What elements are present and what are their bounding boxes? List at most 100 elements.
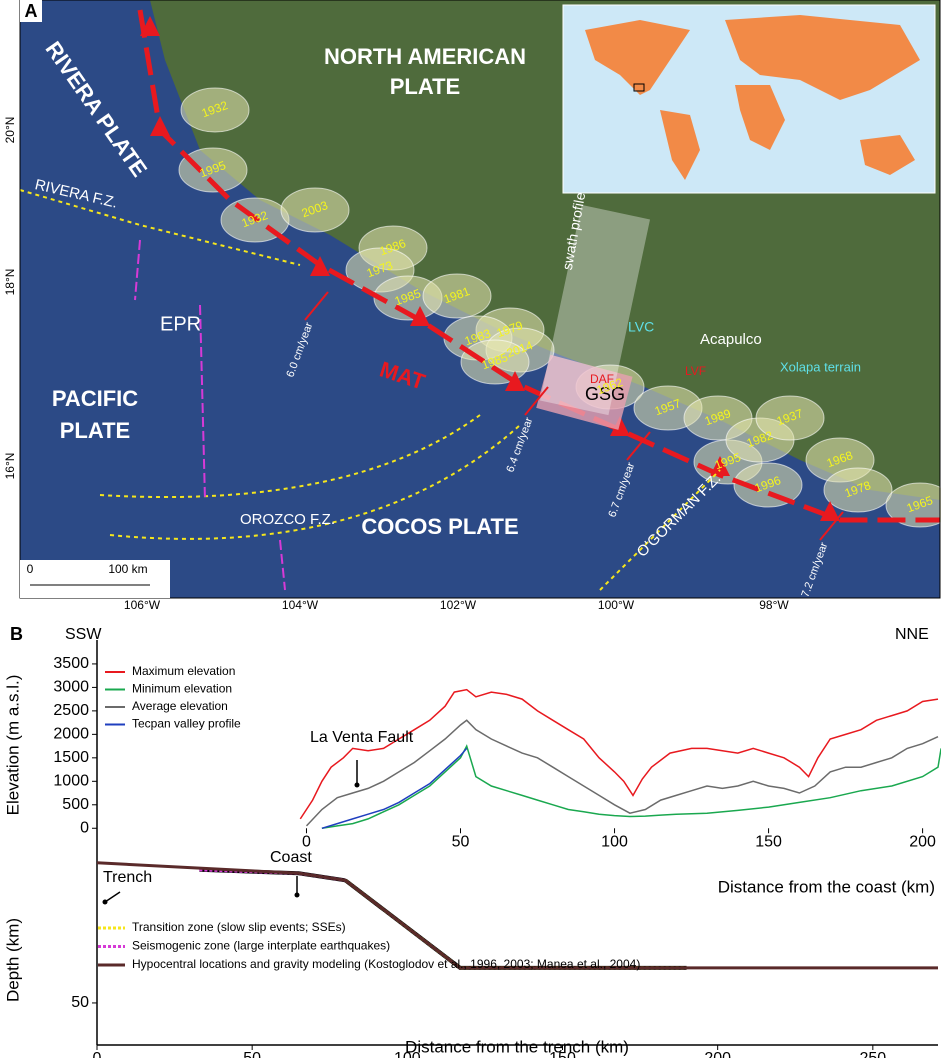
legend-label: Average elevation	[132, 699, 228, 713]
rupture-zone	[178, 147, 248, 193]
annotation: Trench	[103, 869, 152, 886]
y-tick-label: 50	[71, 994, 89, 1011]
annotation: SSW	[65, 626, 102, 643]
y-tick-label: 500	[62, 796, 89, 813]
trench-triangle	[820, 501, 840, 521]
map-feature-label: OROZCO F.Z.	[240, 511, 335, 528]
annotation: Coast	[270, 849, 312, 866]
fz-line	[99, 414, 481, 499]
annotation: NNE	[895, 626, 929, 643]
epr-line	[134, 239, 286, 591]
fz-line	[19, 189, 301, 266]
series-underlay	[344, 878, 687, 970]
lon-label: 106°W	[124, 598, 161, 612]
y-tick-label: 0	[80, 819, 89, 836]
map-feature-label: Acapulco	[700, 331, 762, 348]
panel-label: A	[25, 1, 38, 21]
annotation-arrowhead	[294, 892, 300, 898]
x-tick-label: 200	[704, 1050, 731, 1058]
x-tick-label: 250	[859, 1050, 886, 1058]
lon-label: 102°W	[440, 598, 477, 612]
trench-triangle	[710, 456, 730, 476]
gsg-zone	[536, 354, 633, 430]
x-axis-title: Distance from the coast (km)	[718, 877, 935, 896]
x-axis-title: Distance from the trench (km)	[405, 1037, 629, 1056]
x-tick-label: 100	[601, 833, 628, 850]
plate-label: PLATE	[60, 418, 130, 443]
map-feature-label: LVF	[685, 364, 706, 378]
plate-label: NORTH AMERICAN	[324, 44, 526, 69]
panel-label-box	[20, 0, 42, 22]
plate-label: PLATE	[390, 74, 460, 99]
trench-triangle	[410, 306, 430, 326]
scale-label: 100 km	[108, 562, 147, 576]
x-tick-label: 200	[909, 833, 936, 850]
rupture-zone	[180, 87, 250, 133]
lon-label: 98°W	[759, 598, 789, 612]
y-axis-title: Depth (km)	[3, 918, 22, 1002]
rupture-zone	[755, 395, 825, 441]
swath-profile	[539, 204, 651, 416]
fz-line	[109, 424, 521, 540]
y-tick-label: 1000	[53, 773, 89, 790]
plate-motion-arrow	[524, 386, 549, 416]
lon-label: 104°W	[282, 598, 319, 612]
rupture-zone	[280, 187, 350, 233]
y-axis-title: Elevation (m a.s.l.)	[3, 675, 22, 816]
y-tick-label: 3500	[53, 655, 89, 672]
y-tick-label: 1500	[53, 749, 89, 766]
rupture-zone	[422, 273, 492, 319]
lon-label: 100°W	[598, 598, 635, 612]
map-frame	[19, 0, 941, 599]
trench-triangle	[140, 16, 160, 36]
rupture-zone	[885, 482, 941, 528]
plate-motion-arrow	[819, 511, 844, 541]
map-feature-label: DAF	[590, 372, 614, 386]
annotation: La Venta Fault	[310, 729, 414, 746]
map-feature-label: EPR	[160, 313, 201, 335]
series-line	[305, 719, 939, 827]
y-tick-label: 2500	[53, 702, 89, 719]
lat-label: 18°N	[3, 269, 17, 296]
y-tick-label: 3000	[53, 679, 89, 696]
x-tick-label: 50	[243, 1050, 261, 1058]
trench	[137, 9, 940, 523]
legend-label: Tecpan valley profile	[132, 717, 241, 731]
y-tick-label: 2000	[53, 726, 89, 743]
panel-label: B	[10, 624, 23, 644]
legend-label: Minimum elevation	[132, 682, 232, 696]
x-tick-label: 0	[302, 833, 311, 850]
series-line	[96, 861, 938, 970]
lat-label: 16°N	[3, 453, 17, 480]
rupture-zone	[823, 467, 893, 513]
legend-label: Seismogenic zone (large interplate earth…	[132, 939, 390, 953]
scale-label: 0	[27, 562, 34, 576]
series-line	[299, 688, 939, 820]
map-feature-label: GSG	[585, 384, 625, 404]
plate-label: COCOS PLATE	[361, 514, 518, 539]
x-tick-label: 150	[549, 1050, 576, 1058]
plate-label: PACIFIC	[52, 386, 138, 411]
x-tick-label: 0	[93, 1050, 102, 1058]
x-tick-label: 150	[755, 833, 782, 850]
lat-label: 20°N	[3, 117, 17, 144]
annotation-arrowhead	[102, 899, 108, 905]
series-line	[344, 879, 687, 970]
legend-label: Transition zone (slow slip events; SSEs)	[132, 920, 346, 934]
plate-motion-arrow	[626, 431, 651, 461]
rupture-zone	[460, 339, 530, 385]
series-line	[321, 744, 941, 830]
rupture-zone	[733, 462, 803, 508]
legend-label: Hypocentral locations and gravity modeli…	[132, 957, 640, 971]
trench-triangle	[610, 416, 630, 436]
trench-triangle	[150, 116, 170, 136]
series-line	[321, 747, 468, 830]
plate-motion-arrow	[304, 291, 329, 321]
annotation-arrowhead	[354, 782, 360, 788]
x-tick-label: 50	[452, 833, 470, 850]
scale-box	[20, 560, 170, 598]
annotation-arrow	[104, 891, 121, 903]
x-tick-label: 100	[394, 1050, 421, 1058]
